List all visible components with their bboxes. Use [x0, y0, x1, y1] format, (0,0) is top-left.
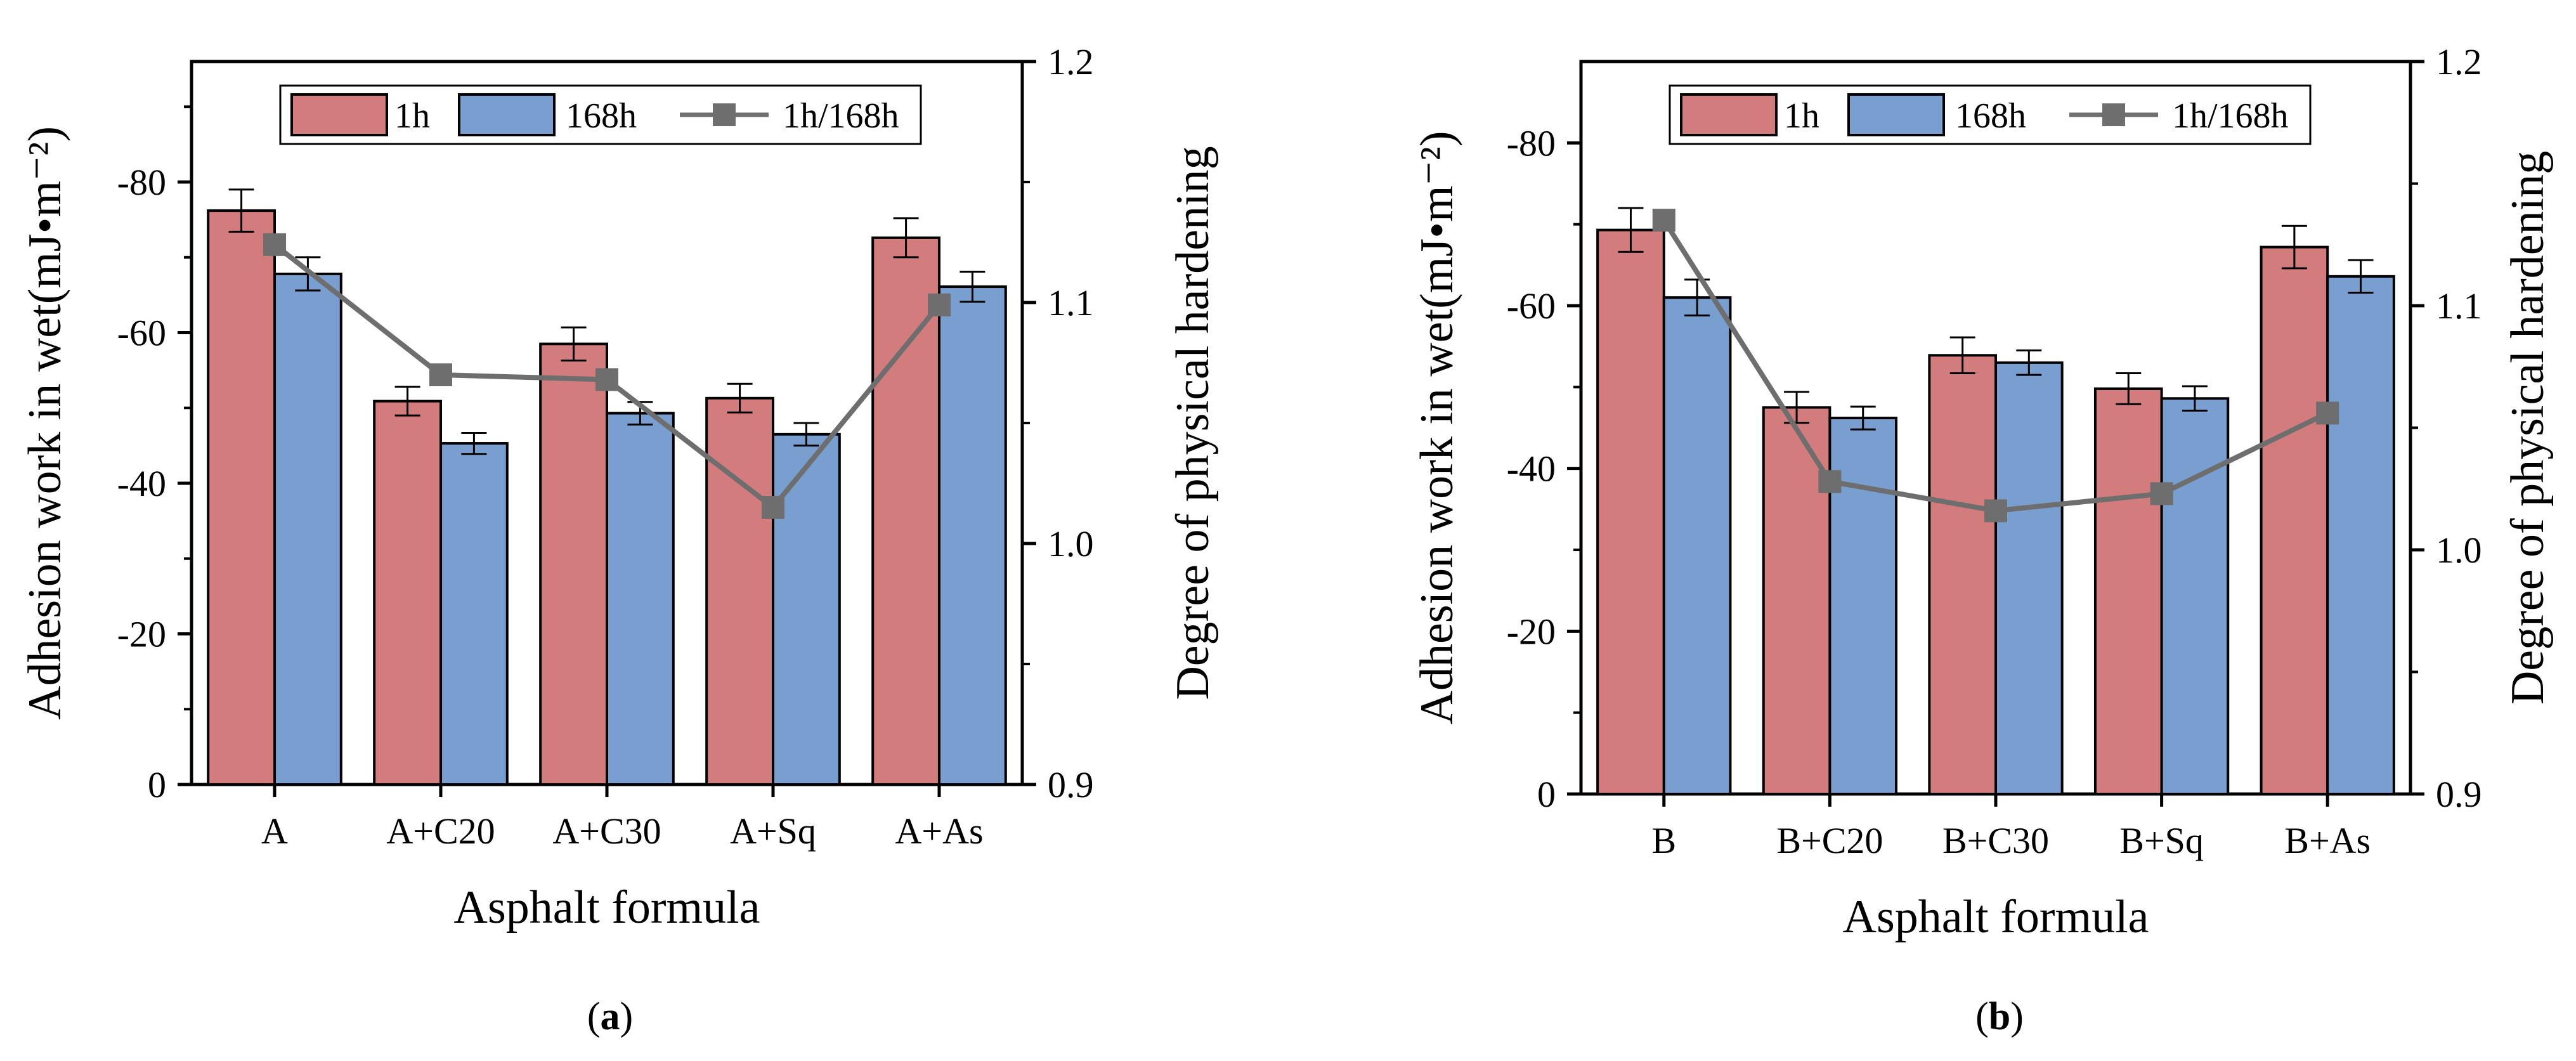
bar-168h	[273, 272, 342, 786]
ratio-marker	[595, 368, 618, 391]
legend-swatch-1h	[1680, 93, 1778, 136]
y2-axis-title: Degree of physical hardening	[2502, 151, 2554, 705]
legend-label-1h: 1h	[1784, 96, 1819, 136]
ratio-marker	[928, 293, 951, 316]
y2-tick-label: 1.2	[1048, 41, 1094, 82]
y-tick-label: -40	[1507, 448, 1556, 490]
bar-1h	[1928, 354, 1998, 795]
y-tick-label: -40	[117, 463, 166, 504]
x-tick-label: B+C30	[1942, 820, 2049, 861]
bar-168h	[1994, 361, 2064, 795]
bar-168h	[772, 433, 841, 786]
bar-1h	[2260, 245, 2329, 796]
y2-tick-label: 1.0	[1048, 523, 1094, 564]
panel-label-open: (	[1975, 995, 1989, 1038]
x-tick-label: A+Sq	[730, 810, 816, 852]
bar-168h	[2326, 275, 2395, 795]
bar-1h	[2093, 387, 2163, 795]
panel-label-letter: b	[1989, 995, 2010, 1038]
chart-panel-b: 0 -20 -40 -60 -80 0.9 1.0 1.1 1.2 B B+C20 B+C30 B+Sq…	[1411, 41, 2554, 1038]
ratio-marker	[1818, 470, 1842, 493]
legend-swatch-168h	[1847, 93, 1945, 136]
y-tick-label: -80	[1507, 122, 1556, 164]
y-axis-title: Adhesion work in wet(mJ•m⁻²)	[1411, 131, 1463, 725]
panel-label-letter: a	[601, 995, 620, 1038]
bar-168h	[606, 412, 675, 786]
y-axis-title: Adhesion work in wet(mJ•m⁻²)	[19, 126, 71, 720]
x-tick-label: A+C30	[552, 810, 661, 852]
panel-label: (a)	[587, 995, 633, 1038]
legend-label-168h: 168h	[1955, 96, 2026, 136]
bar-1h	[705, 396, 774, 786]
x-tick-label: B+C20	[1776, 820, 1883, 861]
legend-label-168h: 168h	[566, 96, 637, 136]
bar-168h	[938, 285, 1007, 786]
y2-tick-label: 1.1	[2436, 285, 2482, 327]
bar-168h	[2160, 397, 2230, 795]
panel-label-close: )	[2010, 995, 2024, 1038]
x-axis-title: Asphalt formula	[1843, 891, 2149, 943]
x-tick-label: A+C20	[386, 810, 495, 852]
legend-swatch-168h	[458, 93, 556, 136]
bar-1h	[871, 236, 940, 786]
y-tick-label: 0	[148, 764, 166, 805]
legend-label-ratio: 1h/168h	[2172, 96, 2289, 136]
bar-1h	[539, 342, 609, 786]
chart-panel-a: 0 -20 -40 -60 -80 0.9 1.0 1.1 1.2 A A+C20 A+C30 A+Sq…	[19, 41, 1219, 1038]
ratio-marker	[762, 496, 784, 519]
bar-1h	[373, 400, 443, 786]
legend: 1h 168h 1h/168h	[279, 84, 922, 145]
y2-tick-label: 1.2	[2436, 41, 2482, 82]
x-axis-title: Asphalt formula	[454, 882, 760, 934]
ratio-marker	[2150, 482, 2173, 505]
legend: 1h 168h 1h/168h	[1669, 84, 2312, 145]
ratio-marker	[429, 363, 452, 386]
panel-label-close: )	[620, 995, 634, 1038]
x-tick-label: A	[261, 810, 288, 852]
ratio-marker	[1652, 209, 1675, 232]
panel-label: (b)	[1975, 995, 2024, 1038]
ratio-marker	[263, 233, 286, 256]
x-tick-label: B+As	[2284, 820, 2371, 861]
legend-label-1h: 1h	[394, 96, 430, 136]
x-tick-label: B	[1651, 820, 1676, 861]
y-tick-label: 0	[1537, 774, 1556, 815]
y2-axis-title: Degree of physical hardening	[1167, 146, 1219, 700]
bar-168h	[439, 442, 509, 786]
y-tick-label: -20	[1507, 611, 1556, 652]
ratio-marker	[1984, 499, 2007, 523]
y-tick-label: -60	[117, 313, 166, 354]
legend-marker-ratio	[2102, 103, 2125, 126]
y-tick-label: -60	[1507, 285, 1556, 327]
bar-1h	[207, 209, 276, 786]
x-tick-label: A+As	[895, 810, 983, 852]
y-tick-label: -20	[117, 614, 166, 655]
x-tick-label: B+Sq	[2119, 820, 2204, 861]
legend-label-ratio: 1h/168h	[783, 96, 899, 136]
legend-marker-ratio	[713, 103, 736, 126]
legend-swatch-1h	[290, 93, 388, 136]
bar-1h	[1596, 228, 1665, 795]
y-tick-label: -80	[117, 162, 166, 203]
y2-tick-label: 1.1	[1048, 282, 1094, 323]
y2-tick-label: 0.9	[2436, 774, 2482, 815]
y2-tick-label: 1.0	[2436, 530, 2482, 571]
y2-tick-label: 0.9	[1048, 764, 1094, 805]
ratio-marker	[2316, 401, 2339, 425]
panel-label-open: (	[587, 995, 601, 1038]
bar-168h	[1662, 296, 1732, 795]
